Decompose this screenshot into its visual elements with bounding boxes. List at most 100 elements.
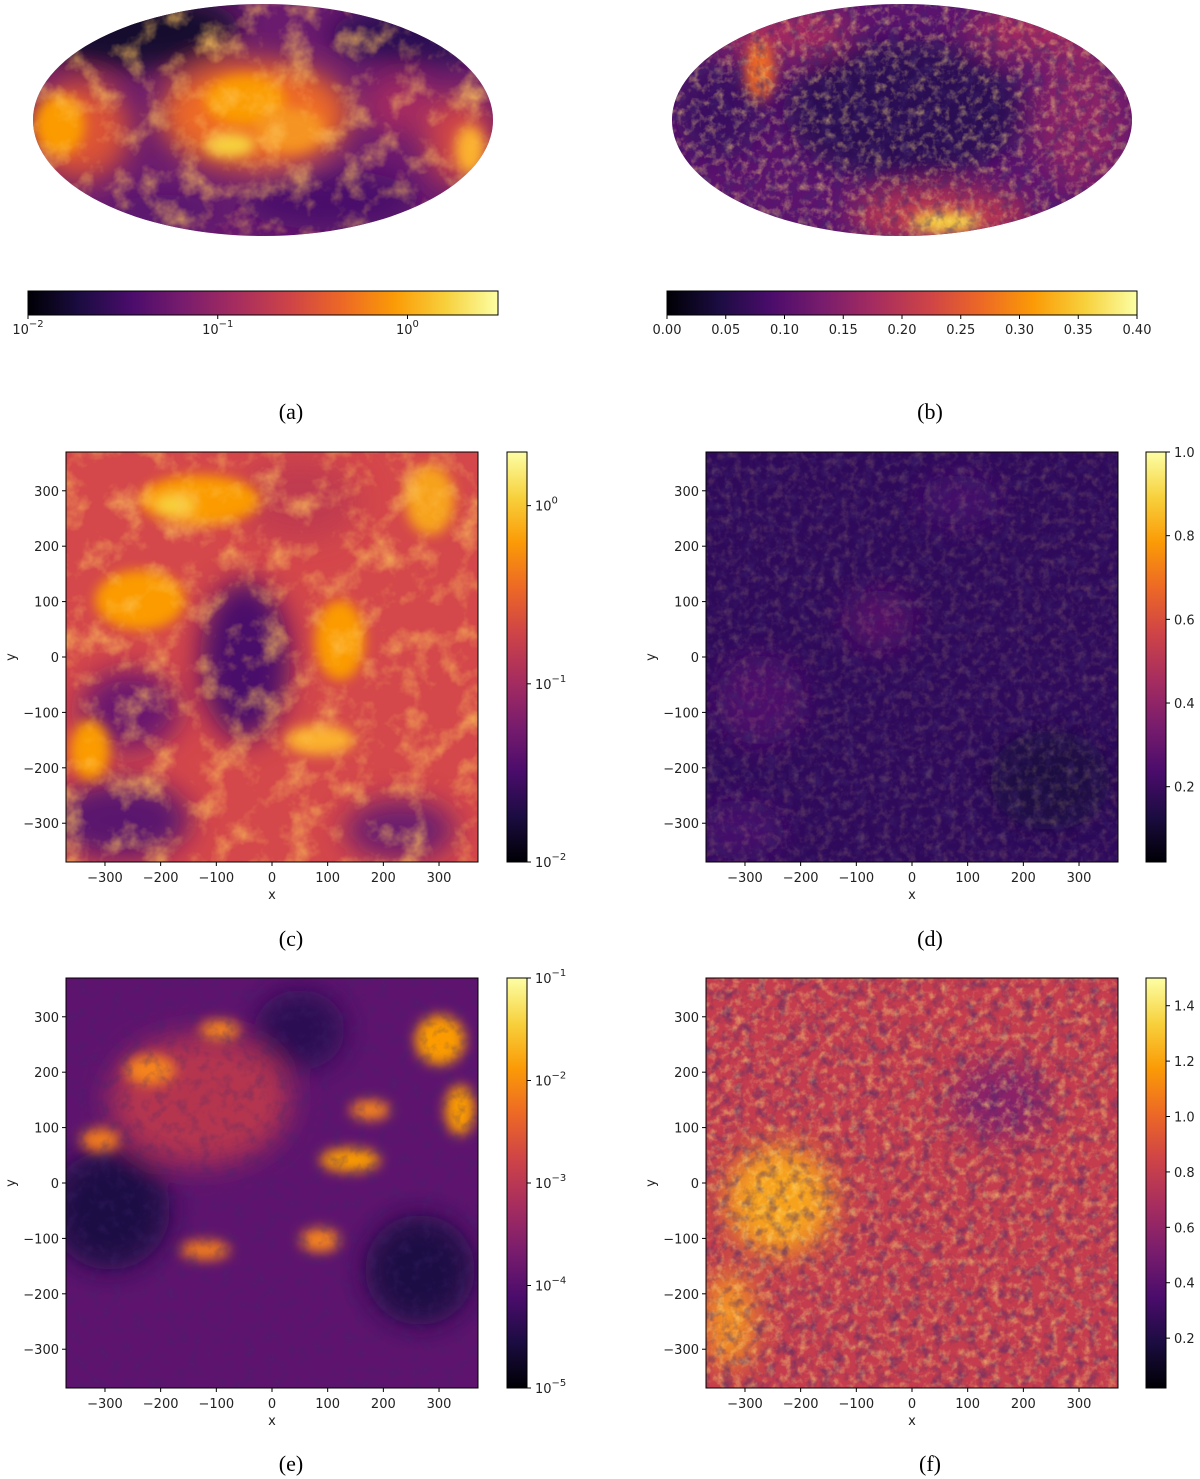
- y-tick-label: −300: [23, 817, 59, 832]
- x-tick-label: −200: [783, 1397, 819, 1412]
- colorbar-tick-label: 0.6: [1174, 613, 1195, 628]
- y-tick-label: 200: [674, 1066, 699, 1081]
- caption-f: (f): [919, 1451, 941, 1476]
- panel-d: −300 −200 −100 0 100 200 300 300 200 100 0 −100 −200…: [644, 446, 1195, 951]
- map-b: [672, 4, 1132, 236]
- colorbar-tick-label: 10−4: [535, 1276, 566, 1295]
- colorbar-tick-label: 10−2: [12, 319, 43, 338]
- panel-a: 10−2 10−1 100 (a): [12, 4, 499, 424]
- x-axis-label: x: [908, 1414, 916, 1429]
- caption-a: (a): [279, 399, 303, 424]
- panel-b: 0.00 0.05 0.10 0.15 0.20 0.25 0.30 0.35 0.40 (b): [653, 4, 1152, 424]
- colorbar-tick-label: 0.8: [1174, 530, 1195, 545]
- colorbar-tick-label: 1.0: [1174, 446, 1195, 461]
- colorbar-tick-label: 1.2: [1174, 1055, 1195, 1070]
- axes-d: −300 −200 −100 0 100 200 300 300 200 100 0 −100 −200…: [644, 485, 1091, 903]
- x-tick-label: 0: [268, 871, 276, 886]
- x-tick-label: 100: [955, 1397, 980, 1412]
- y-tick-label: 100: [674, 596, 699, 611]
- colorbar-c-ticks: 100 10−1 10−2: [527, 496, 566, 871]
- x-tick-label: −300: [727, 871, 763, 886]
- colorbar-tick-label: 10−1: [202, 319, 233, 338]
- colorbar-tick-label: 0.40: [1123, 323, 1152, 338]
- y-tick-label: −100: [663, 1232, 699, 1247]
- image-e: [66, 978, 478, 1388]
- x-tick-label: 200: [1011, 1397, 1036, 1412]
- x-axis-label: x: [908, 888, 916, 903]
- y-tick-label: 300: [34, 1011, 59, 1026]
- x-tick-label: 0: [268, 1397, 276, 1412]
- y-tick-label: 300: [674, 1011, 699, 1026]
- y-tick-label: 100: [34, 596, 59, 611]
- y-tick-label: −100: [663, 706, 699, 721]
- x-tick-label: −200: [783, 871, 819, 886]
- x-tick-label: −200: [143, 1397, 179, 1412]
- panel-c: −300 −200 −100 0 100 200 300 300 200 100 0 −100 −200…: [4, 451, 566, 951]
- x-tick-label: 200: [1011, 871, 1036, 886]
- y-tick-label: −300: [663, 817, 699, 832]
- colorbar-tick-label: 0.2: [1174, 1332, 1195, 1347]
- caption-c: (c): [279, 926, 303, 951]
- y-axis-label: y: [644, 1179, 659, 1187]
- colorbar-e-ticks: 10−1 10−2 10−3 10−4 10−5: [527, 968, 566, 1397]
- y-tick-label: −300: [663, 1343, 699, 1358]
- y-tick-label: −200: [663, 1288, 699, 1303]
- y-tick-label: 0: [51, 651, 59, 666]
- x-tick-label: −200: [143, 871, 179, 886]
- x-tick-label: 300: [427, 1397, 452, 1412]
- axes-c: −300 −200 −100 0 100 200 300 300 200 100 0 −100 −200…: [4, 485, 451, 903]
- x-tick-label: −300: [727, 1397, 763, 1412]
- y-tick-label: −200: [663, 762, 699, 777]
- y-tick-label: −200: [23, 762, 59, 777]
- x-tick-label: −100: [198, 1397, 234, 1412]
- colorbar-tick-label: 0.4: [1174, 1277, 1195, 1292]
- colorbar-tick-label: 10−1: [535, 968, 566, 987]
- colorbar-d: 1.0 0.8 0.6 0.4 0.2: [1145, 446, 1195, 863]
- panel-f: −300 −200 −100 0 100 200 300 300 200 100 0 −100 −200…: [644, 977, 1195, 1476]
- x-tick-label: 0: [908, 871, 916, 886]
- map-a: [33, 4, 493, 236]
- colorbar-f: 1.4 1.2 1.0 0.8 0.6 0.4 0.2: [1145, 977, 1195, 1389]
- y-tick-label: 300: [674, 485, 699, 500]
- colorbar-tick-label: 0.4: [1174, 697, 1195, 712]
- panel-e: −300 −200 −100 0 100 200 300 300 200 100 0 −100 −200…: [4, 968, 566, 1476]
- colorbar-tick-label: 0.20: [888, 323, 917, 338]
- x-tick-label: 300: [1067, 871, 1092, 886]
- colorbar-tick-label: 10−2: [535, 852, 566, 871]
- colorbar-tick-label: 0.25: [946, 323, 975, 338]
- y-tick-label: 0: [691, 651, 699, 666]
- y-axis-label: y: [644, 653, 659, 661]
- y-tick-label: 0: [51, 1177, 59, 1192]
- y-axis-label: y: [4, 1179, 19, 1187]
- colorbar-b: 0.00 0.05 0.10 0.15 0.20 0.25 0.30 0.35 0.40: [653, 290, 1152, 338]
- y-axis-label: y: [4, 653, 19, 661]
- caption-d: (d): [917, 926, 943, 951]
- colorbar-tick-label: 0.10: [770, 323, 799, 338]
- colorbar-tick-label: 100: [396, 319, 419, 338]
- x-tick-label: 100: [955, 871, 980, 886]
- colorbar-tick-label: 0.30: [1005, 323, 1034, 338]
- y-tick-label: 200: [34, 1066, 59, 1081]
- x-tick-label: 100: [315, 871, 340, 886]
- y-tick-label: 200: [34, 540, 59, 555]
- x-tick-label: 0: [908, 1397, 916, 1412]
- colorbar-a-ticks: 10−2 10−1 100: [12, 315, 419, 338]
- x-axis-label: x: [268, 888, 276, 903]
- x-tick-label: −100: [838, 871, 874, 886]
- colorbar-tick-label: 10−3: [535, 1173, 566, 1192]
- x-tick-label: −300: [87, 871, 123, 886]
- colorbar-tick-label: 0.00: [653, 323, 682, 338]
- colorbar-tick-label: 0.35: [1064, 323, 1093, 338]
- x-tick-label: −300: [87, 1397, 123, 1412]
- colorbar-tick-label: 1.4: [1174, 1000, 1195, 1015]
- colorbar-c: 100 10−1 10−2: [506, 451, 566, 871]
- x-tick-label: 300: [1067, 1397, 1092, 1412]
- x-tick-label: −100: [838, 1397, 874, 1412]
- x-tick-label: 300: [427, 871, 452, 886]
- caption-e: (e): [279, 1451, 303, 1476]
- axes-f: −300 −200 −100 0 100 200 300 300 200 100 0 −100 −200…: [644, 1011, 1091, 1429]
- y-tick-label: −300: [23, 1343, 59, 1358]
- y-tick-label: −200: [23, 1288, 59, 1303]
- colorbar-tick-label: 10−1: [535, 674, 566, 693]
